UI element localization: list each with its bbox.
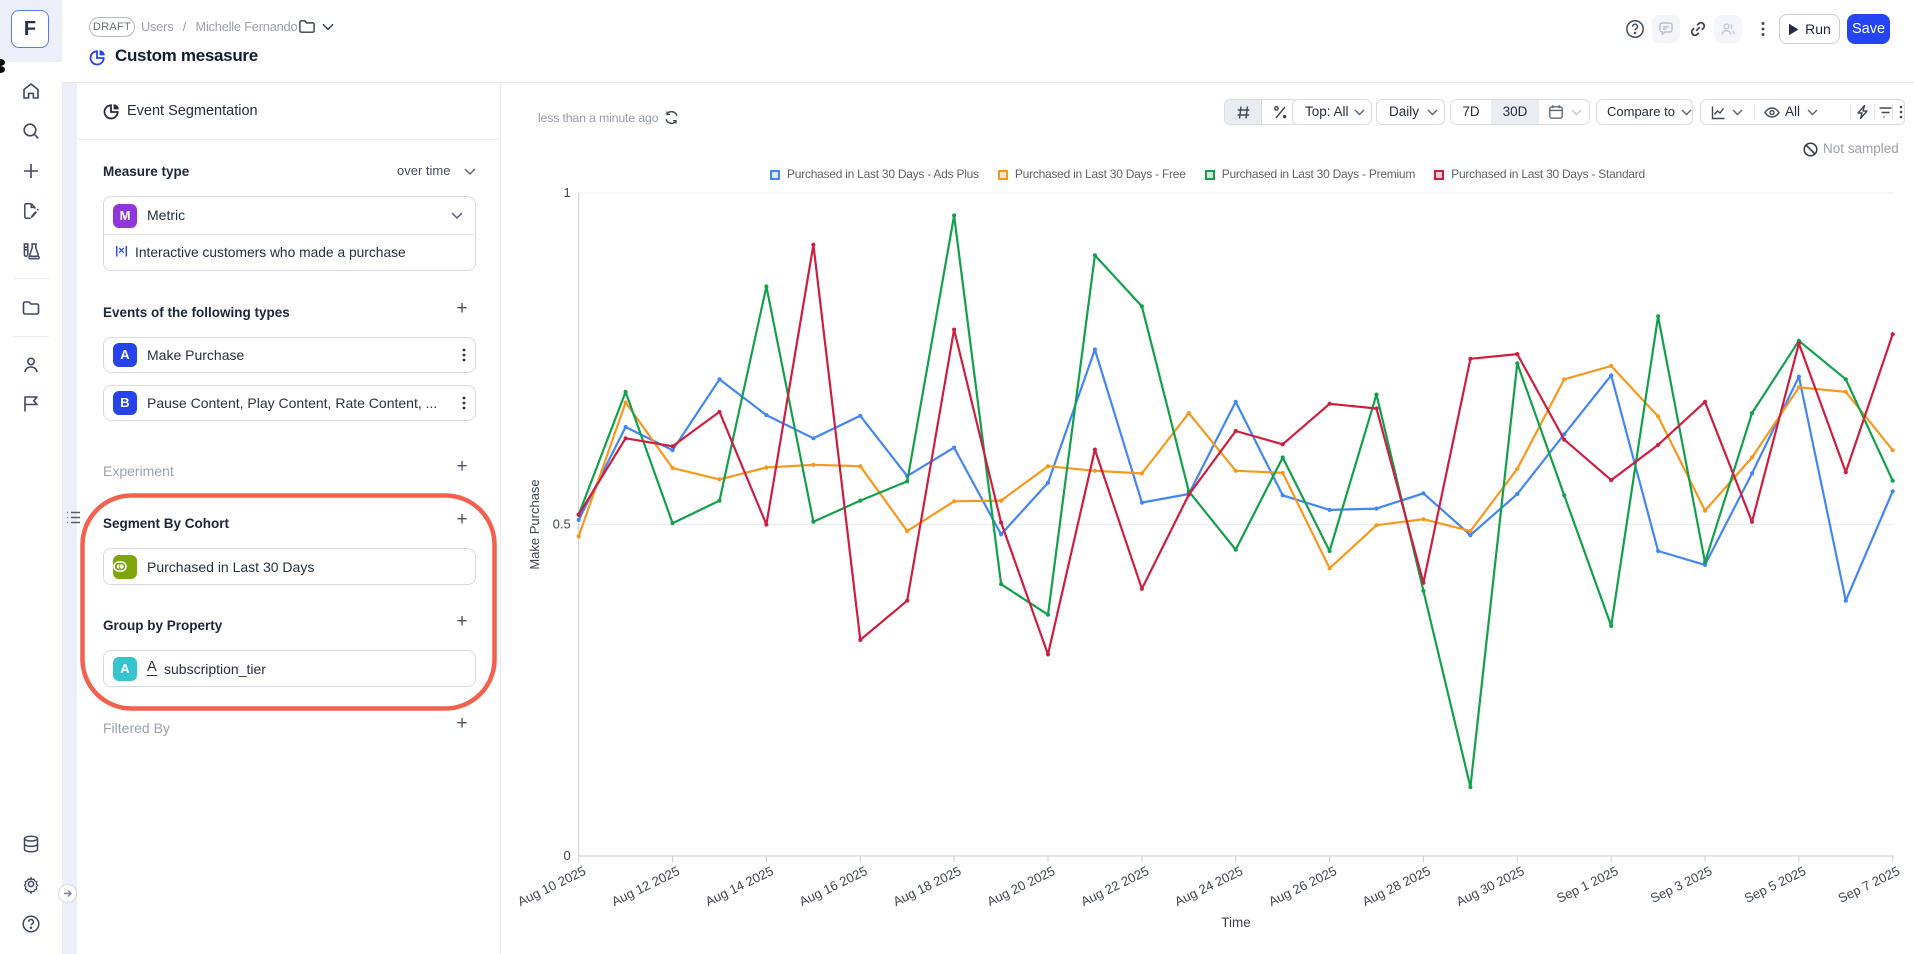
svg-text:0: 0 [563, 848, 570, 863]
svg-text:Aug 10 2025: Aug 10 2025 [515, 863, 588, 909]
svg-text:Sep 1 2025: Sep 1 2025 [1554, 863, 1620, 906]
svg-text:Aug 22 2025: Aug 22 2025 [1078, 863, 1151, 909]
svg-text:Time: Time [1221, 915, 1251, 930]
svg-text:Aug 14 2025: Aug 14 2025 [703, 863, 776, 909]
svg-text:Aug 18 2025: Aug 18 2025 [891, 863, 964, 909]
svg-text:Make Purchase: Make Purchase [527, 479, 542, 569]
svg-text:1: 1 [563, 185, 570, 200]
svg-text:Aug 12 2025: Aug 12 2025 [609, 863, 682, 909]
svg-text:Aug 20 2025: Aug 20 2025 [984, 863, 1057, 909]
svg-text:Sep 3 2025: Sep 3 2025 [1648, 863, 1714, 906]
svg-text:Aug 26 2025: Aug 26 2025 [1266, 863, 1339, 909]
svg-text:Aug 16 2025: Aug 16 2025 [797, 863, 870, 909]
svg-text:Aug 30 2025: Aug 30 2025 [1454, 863, 1527, 909]
svg-text:Sep 5 2025: Sep 5 2025 [1742, 863, 1808, 906]
svg-text:0.5: 0.5 [553, 517, 571, 532]
svg-text:Aug 28 2025: Aug 28 2025 [1360, 863, 1433, 909]
svg-text:Sep 7 2025: Sep 7 2025 [1836, 863, 1902, 906]
svg-text:Aug 24 2025: Aug 24 2025 [1172, 863, 1245, 909]
